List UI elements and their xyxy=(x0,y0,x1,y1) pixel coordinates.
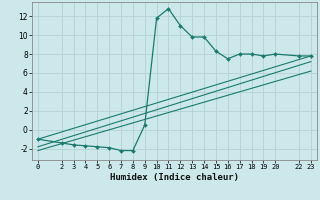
X-axis label: Humidex (Indice chaleur): Humidex (Indice chaleur) xyxy=(110,173,239,182)
